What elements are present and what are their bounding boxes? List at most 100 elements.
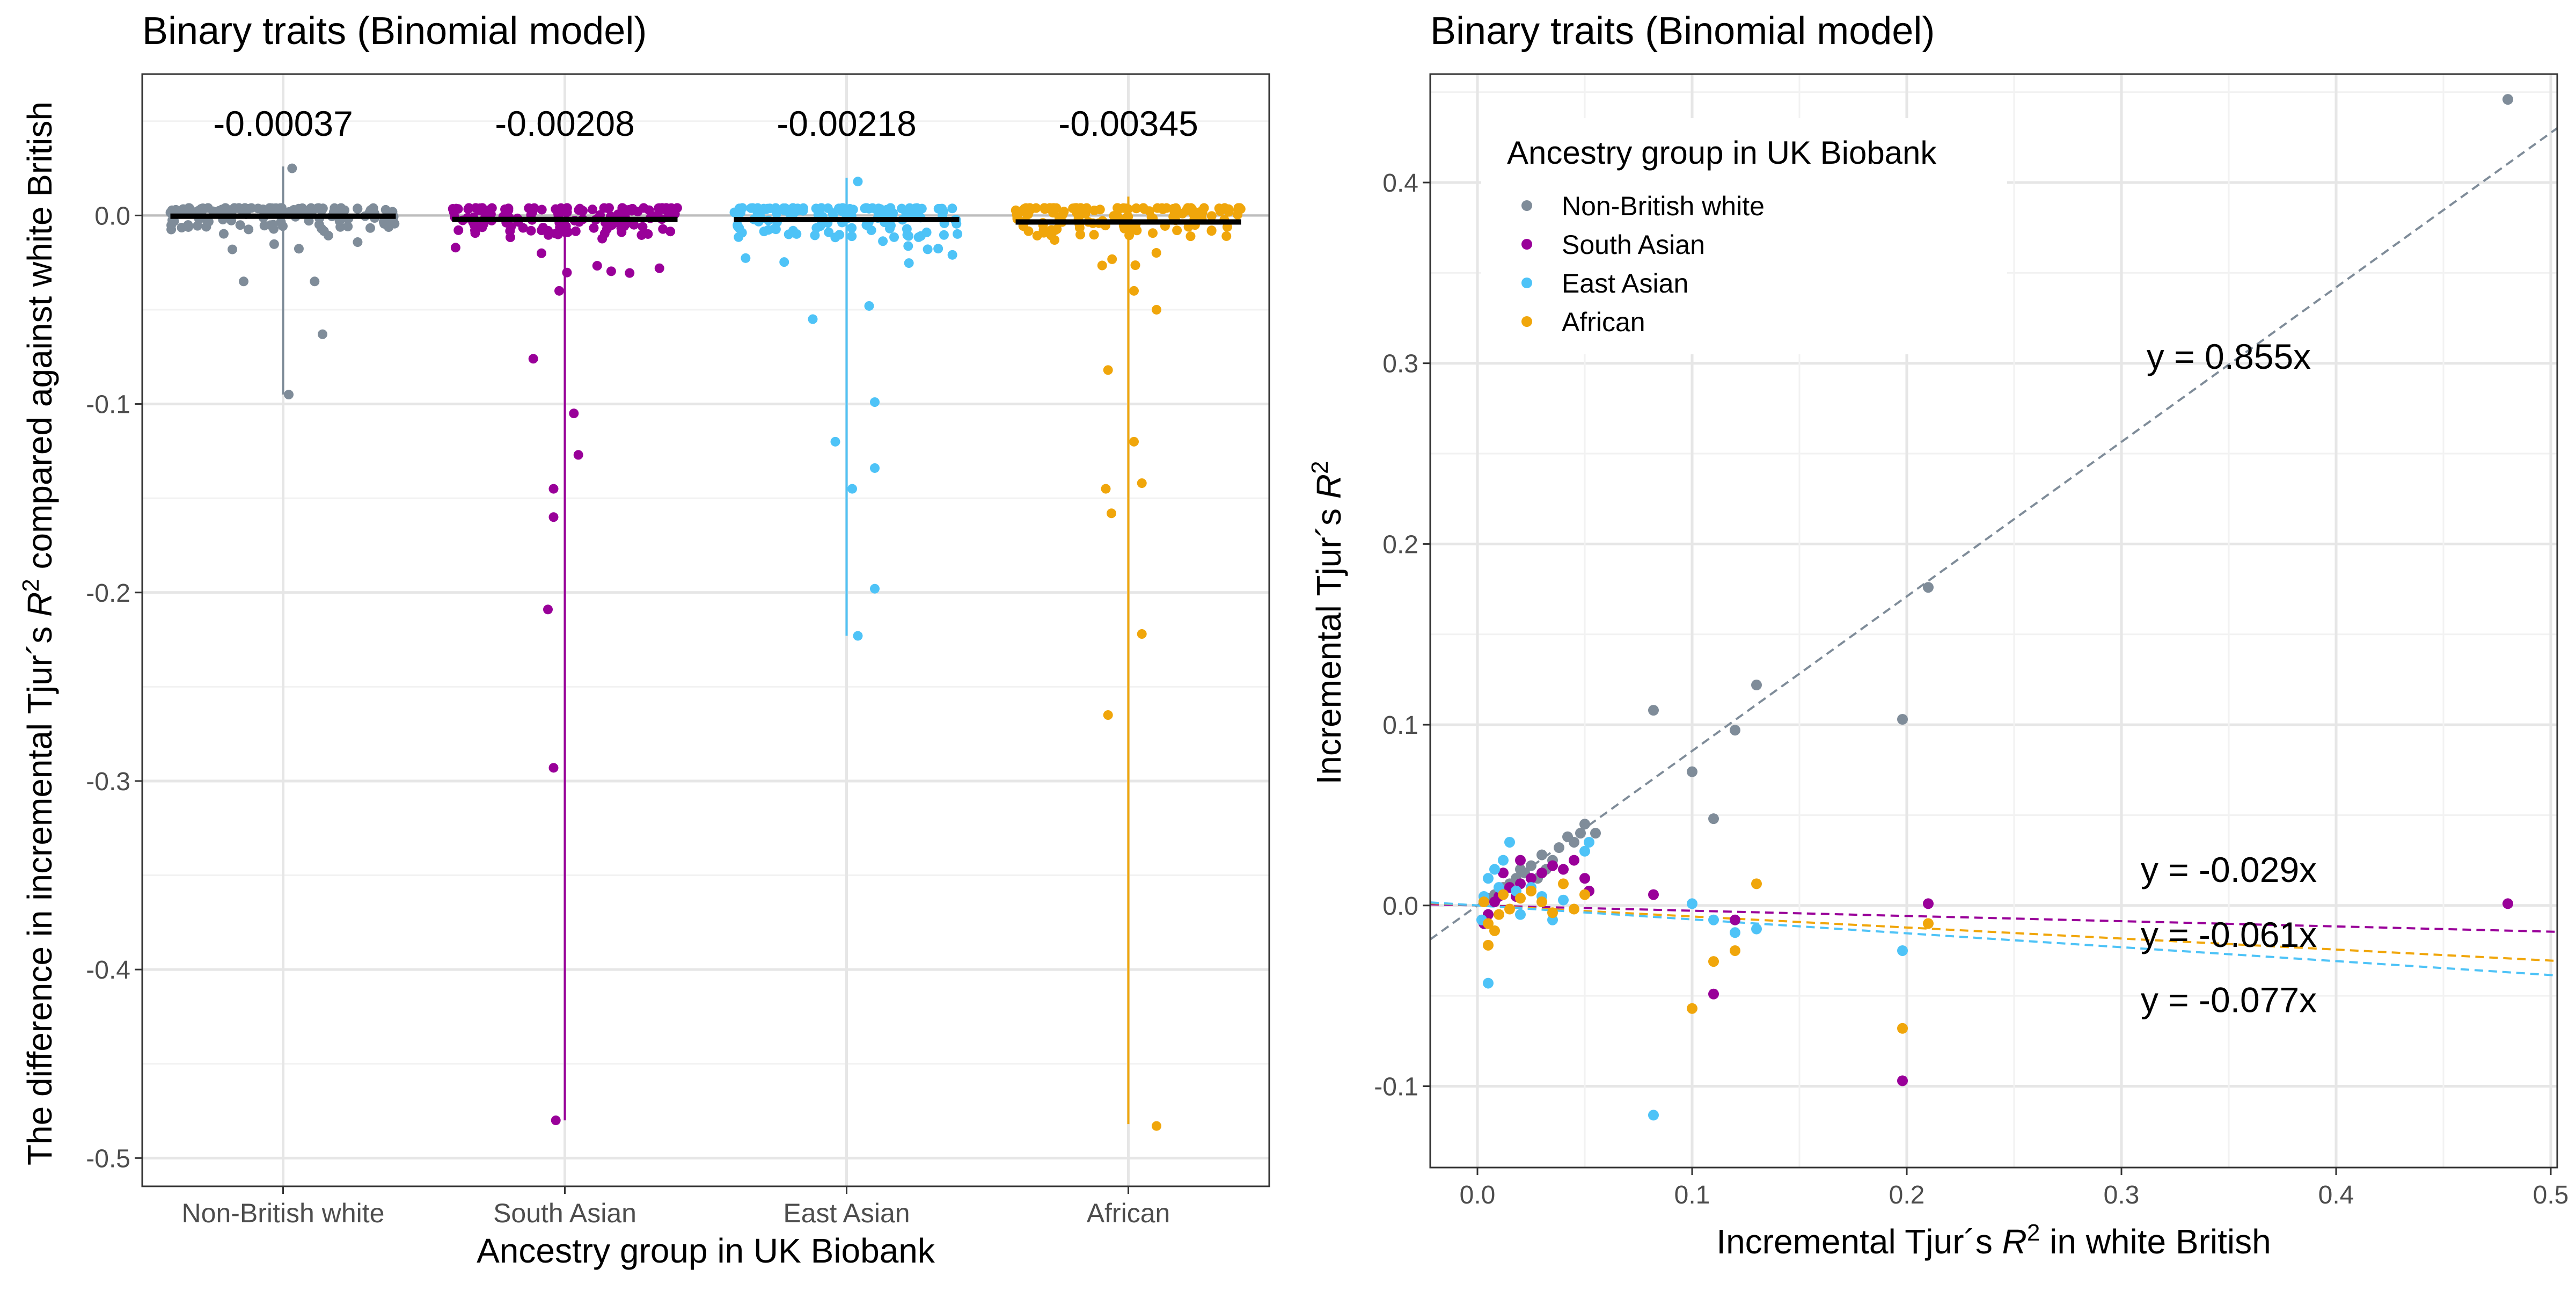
point-south-asian (537, 205, 547, 215)
point-east-asian (1579, 845, 1590, 857)
point-south-asian (599, 229, 610, 239)
point-african (1206, 226, 1217, 236)
point-south-asian (536, 248, 546, 258)
point-non-british-white (1569, 836, 1579, 848)
point-south-asian (551, 229, 561, 239)
legend-background (1481, 118, 2007, 354)
point-african (1504, 903, 1515, 915)
legend-key-african (1521, 316, 1532, 327)
point-south-asian (589, 223, 599, 233)
right-y-tick-label: 0.2 (1382, 530, 1418, 559)
point-south-asian (505, 232, 515, 243)
legend-label-east-asian: East Asian (1562, 268, 1688, 298)
point-east-asian (1483, 978, 1494, 989)
point-african (1190, 207, 1201, 217)
point-east-asian (937, 203, 947, 214)
point-african (1049, 203, 1059, 213)
outlier-point-south-asian (569, 409, 579, 419)
point-non-british-white (1730, 725, 1740, 736)
point-east-asian (811, 223, 822, 233)
point-south-asian (638, 222, 648, 232)
right-y-tick-label: 0.1 (1382, 711, 1418, 740)
right-y-tick-label: 0.0 (1382, 892, 1418, 921)
right-y-tick-label: -0.1 (1374, 1073, 1418, 1101)
point-non-british-white (1648, 705, 1659, 716)
outlier-point-non-british-white (310, 276, 320, 287)
point-east-asian (939, 230, 949, 240)
outlier-point-south-asian (551, 1115, 561, 1126)
point-african (1052, 224, 1062, 234)
right-y-tick-label: 0.3 (1382, 350, 1418, 378)
right-fit-lines (1429, 127, 2558, 977)
point-non-british-white (218, 229, 229, 239)
point-south-asian (1547, 860, 1558, 871)
outlier-point-east-asian (870, 397, 880, 407)
right-fit-labels: y = 0.855x y = -0.029x y = -0.061x y = -0.0… (2141, 337, 2317, 1020)
point-non-british-white (383, 217, 393, 227)
fit-label-african: y = -0.061x (2141, 915, 2317, 954)
legend-label-south-asian: South Asian (1562, 230, 1705, 260)
point-african (1107, 254, 1117, 264)
point-non-british-white (317, 205, 327, 215)
point-african (1224, 207, 1234, 217)
left-y-axis-ticks: 0.0 -0.1 -0.2 -0.3 -0.4 -0.5 (86, 202, 142, 1173)
outlier-point-non-british-white (228, 244, 237, 254)
point-south-asian (471, 203, 481, 213)
point-african (1023, 226, 1034, 236)
outlier-point-non-british-white (287, 163, 297, 173)
fit-line-east-asian (1430, 901, 2558, 977)
point-south-asian (639, 203, 649, 213)
point-african (1897, 1023, 1908, 1034)
point-south-asian (551, 204, 561, 214)
left-y-tick-label: -0.5 (86, 1144, 130, 1173)
point-south-asian (470, 228, 480, 238)
point-south-asian (668, 206, 678, 216)
point-south-asian (463, 204, 473, 214)
outlier-point-non-british-white (239, 276, 248, 287)
point-east-asian (1897, 945, 1908, 956)
point-african (1199, 203, 1209, 213)
right-panel-title: Binary traits (Binomial model) (1430, 10, 1935, 53)
point-african (1494, 909, 1504, 920)
point-south-asian (1708, 988, 1719, 1000)
point-south-asian (506, 222, 516, 232)
point-east-asian (734, 223, 744, 233)
point-non-british-white (1590, 828, 1601, 839)
point-african (1526, 885, 1536, 896)
left-x-tick-label: African (1087, 1198, 1170, 1228)
point-african (1751, 878, 1762, 889)
fit-label-east-asian: y = -0.077x (2141, 980, 2317, 1019)
point-south-asian (592, 261, 602, 271)
point-african (1139, 204, 1150, 214)
point-east-asian (1687, 898, 1697, 909)
point-south-asian (629, 220, 639, 230)
point-non-british-white (244, 224, 254, 235)
point-east-asian (1483, 873, 1494, 884)
point-non-british-white (278, 221, 288, 231)
point-non-british-white (308, 206, 318, 216)
right-y-axis-label-sup: 2 (1307, 461, 1333, 473)
left-y-tick-label: 0.0 (94, 202, 130, 230)
right-x-tick-label: 0.3 (2104, 1181, 2140, 1209)
outlier-point-non-british-white (284, 390, 294, 400)
left-x-tick-label: East Asian (783, 1198, 910, 1228)
point-east-asian (903, 241, 913, 251)
point-south-asian (562, 267, 572, 278)
point-east-asian (1730, 927, 1740, 938)
point-east-asian (779, 257, 789, 267)
point-south-asian (604, 203, 614, 213)
point-east-asian (780, 203, 791, 213)
point-east-asian (1648, 1110, 1659, 1121)
point-east-asian (912, 203, 922, 213)
point-african (1046, 230, 1056, 240)
mean-label-south-asian: -0.00208 (495, 104, 635, 143)
point-east-asian (848, 205, 858, 215)
right-y-axis-ticks: -0.1 0.0 0.1 0.2 0.3 0.4 (1374, 169, 1430, 1101)
point-african (1040, 203, 1050, 214)
right-y-axis-label: Incremental Tjur´s R2 (1307, 461, 1349, 784)
point-african (1177, 209, 1188, 219)
right-x-axis-label-r: R (2002, 1222, 2027, 1261)
left-y-axis-label-sup: 2 (18, 579, 44, 592)
left-y-tick-label: -0.1 (86, 391, 130, 419)
